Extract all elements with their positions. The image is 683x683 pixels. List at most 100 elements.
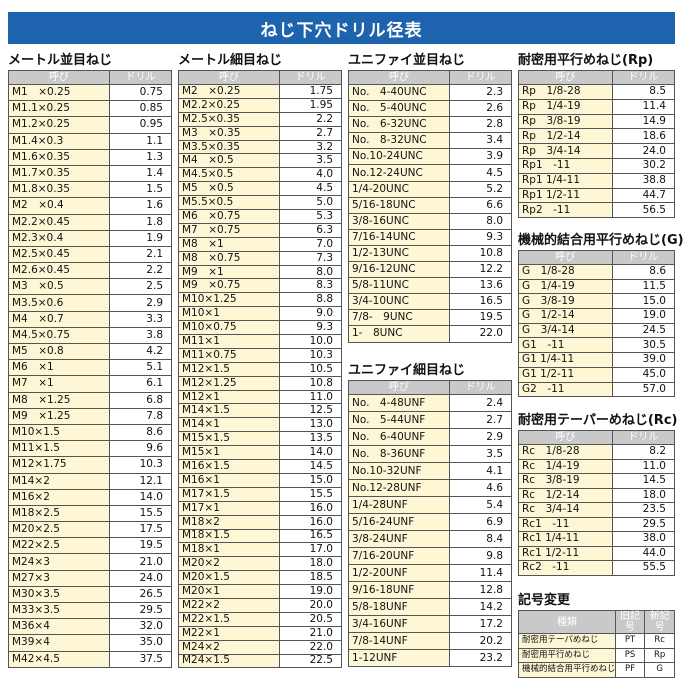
row: Rc 3/8-19 14.5 xyxy=(518,473,676,489)
row: M4 ×0.5 3.5 xyxy=(177,153,342,169)
row: M30×3.5 26.5 xyxy=(7,585,172,604)
row: 7/8-14UNF 20.2 xyxy=(347,632,512,650)
row: Rc 1/8-28 8.2 xyxy=(518,444,676,460)
row: M5.5×0.5 5.0 xyxy=(177,195,342,211)
header-row: 種類 旧記号 新記号 xyxy=(518,610,675,634)
value-cell: 7.0 xyxy=(279,236,342,252)
row: 1/4-28UNF 5.4 xyxy=(347,496,512,514)
thread-cell: M1 ×0.25 xyxy=(7,83,111,102)
row: M20×2.5 17.5 xyxy=(7,521,172,539)
row: Rc1 -11 29.5 xyxy=(518,516,676,532)
row: Rp 1/4-19 11.4 xyxy=(518,98,676,115)
thread-cell: G 3/8-19 xyxy=(518,293,613,310)
row: 1-12UNF 23.2 xyxy=(347,649,512,667)
thread-cell: M5 ×0.8 xyxy=(7,342,111,361)
value-cell: 8.8 xyxy=(279,292,342,308)
value-cell: 9.3 xyxy=(449,228,512,246)
thread-cell: G2 -11 xyxy=(518,381,613,398)
row: M1.4×0.3 1.1 xyxy=(7,132,172,150)
value-cell: 5.0 xyxy=(279,195,342,211)
column-header: 呼び xyxy=(518,70,613,85)
thread-cell: 7/8- 9UNC xyxy=(347,309,451,327)
section: メートル細目ねじ 呼び ドリル M2 ×0.25 1.75 M2.2×0.25 1.95 M2… xyxy=(177,52,342,669)
value-cell: 18.0 xyxy=(611,487,676,503)
value-cell: 9.0 xyxy=(279,306,342,322)
thread-cell: G1 1/2-11 xyxy=(518,366,613,383)
row: No.10-24UNC 3.9 xyxy=(347,148,512,166)
value-cell: 2.9 xyxy=(109,294,172,312)
column-header: 呼び xyxy=(518,250,613,265)
value-cell: 11.4 xyxy=(449,564,512,582)
thread-cell: 7/16-14UNC xyxy=(347,228,451,246)
column-header: ドリル xyxy=(449,70,512,85)
value-cell: 1.95 xyxy=(279,97,342,113)
thread-cell: M16×1 xyxy=(177,472,281,488)
thread-cell: G 1/2-14 xyxy=(518,308,613,324)
thread-cell: M14×1 xyxy=(177,417,281,433)
row: M11×1.5 9.6 xyxy=(7,440,172,458)
row: 1/2-20UNF 11.4 xyxy=(347,564,512,582)
thread-cell: G1 1/4-11 xyxy=(518,352,613,368)
value-cell: 20.5 xyxy=(279,611,342,627)
thread-cell: 5/16-24UNF xyxy=(347,513,451,531)
thread-cell: 機械的結合用平行めねじ xyxy=(518,662,616,678)
row: 1/2-13UNC 10.8 xyxy=(347,244,512,263)
row: No. 4-40UNC 2.3 xyxy=(347,83,512,102)
section-title: ユニファイ細目ねじ xyxy=(348,363,466,378)
row: M22×1.5 20.5 xyxy=(177,611,342,627)
thread-cell: M24×3 xyxy=(7,553,111,571)
thread-cell: M3 ×0.35 xyxy=(177,125,281,141)
thread-cell: M2.2×0.45 xyxy=(7,213,111,231)
value-cell: 24.0 xyxy=(109,569,172,587)
thread-cell: M12×1.25 xyxy=(177,375,281,391)
value-cell: 19.5 xyxy=(449,309,512,327)
row: M10×1.5 8.6 xyxy=(7,423,172,442)
section-title: ユニファイ並目ねじ xyxy=(348,53,466,68)
value-cell: 13.6 xyxy=(449,277,512,295)
value-cell: 17.5 xyxy=(109,521,172,539)
row: Rp 3/8-19 14.9 xyxy=(518,113,676,130)
header-row: 呼び ドリル xyxy=(347,70,512,85)
row: M36×4 32.0 xyxy=(7,618,172,636)
thread-cell: Rc 3/4-14 xyxy=(518,502,613,518)
row: 耐密用平行めねじ PS Rp xyxy=(518,647,675,663)
row: M7 ×1 6.1 xyxy=(7,375,172,393)
row: M1.7×0.35 1.4 xyxy=(7,164,172,183)
value-cell: 21.0 xyxy=(109,553,172,571)
row: M1.6×0.35 1.3 xyxy=(7,148,172,166)
row: M11×0.75 10.3 xyxy=(177,347,342,363)
table: 呼び ドリル No. 4-48UNF 2.4 No. 5-44UNF 2.7 No. 6-4… xyxy=(347,380,512,667)
value-cell: 9.8 xyxy=(449,547,512,565)
row: M12×1.25 10.8 xyxy=(177,375,342,391)
value-cell: 8.2 xyxy=(611,444,676,460)
value-cell: 2.7 xyxy=(449,411,512,429)
thread-cell: Rp 1/4-19 xyxy=(518,98,613,115)
value-cell: 6.1 xyxy=(109,375,172,393)
thread-cell: M30×3.5 xyxy=(7,585,111,604)
value-cell: 14.5 xyxy=(611,473,676,489)
value-cell: 11.5 xyxy=(611,278,676,295)
value-cell: 2.8 xyxy=(449,116,512,134)
value-cell: 8.3 xyxy=(279,278,342,294)
thread-cell: 3/8-24UNF xyxy=(347,530,451,548)
value-cell: 44.0 xyxy=(611,545,676,561)
value-cell: 12.8 xyxy=(449,581,512,599)
thread-cell: M2.6×0.45 xyxy=(7,262,111,280)
thread-cell: M2 ×0.25 xyxy=(177,84,281,99)
row: G 3/4-14 24.5 xyxy=(518,322,676,339)
value-cell: 18.0 xyxy=(279,556,342,572)
thread-cell: 1- 8UNC xyxy=(347,325,451,343)
value-cell: 17.0 xyxy=(279,542,342,558)
thread-cell: No.12-28UNF xyxy=(347,479,451,497)
thread-cell: M18×2.5 xyxy=(7,504,111,523)
thread-cell: No.10-32UNF xyxy=(347,462,451,480)
value-cell: 44.7 xyxy=(611,187,676,204)
thread-cell: 9/16-18UNF xyxy=(347,581,451,599)
page-title: ねじ下穴ドリル径表 xyxy=(8,12,675,44)
thread-cell: Rc 3/8-19 xyxy=(518,473,613,489)
row: 3/8-24UNF 8.4 xyxy=(347,530,512,548)
row: M15×1.5 13.5 xyxy=(177,431,342,447)
thread-cell: No.10-24UNC xyxy=(347,148,451,166)
row: G 1/2-14 19.0 xyxy=(518,308,676,324)
